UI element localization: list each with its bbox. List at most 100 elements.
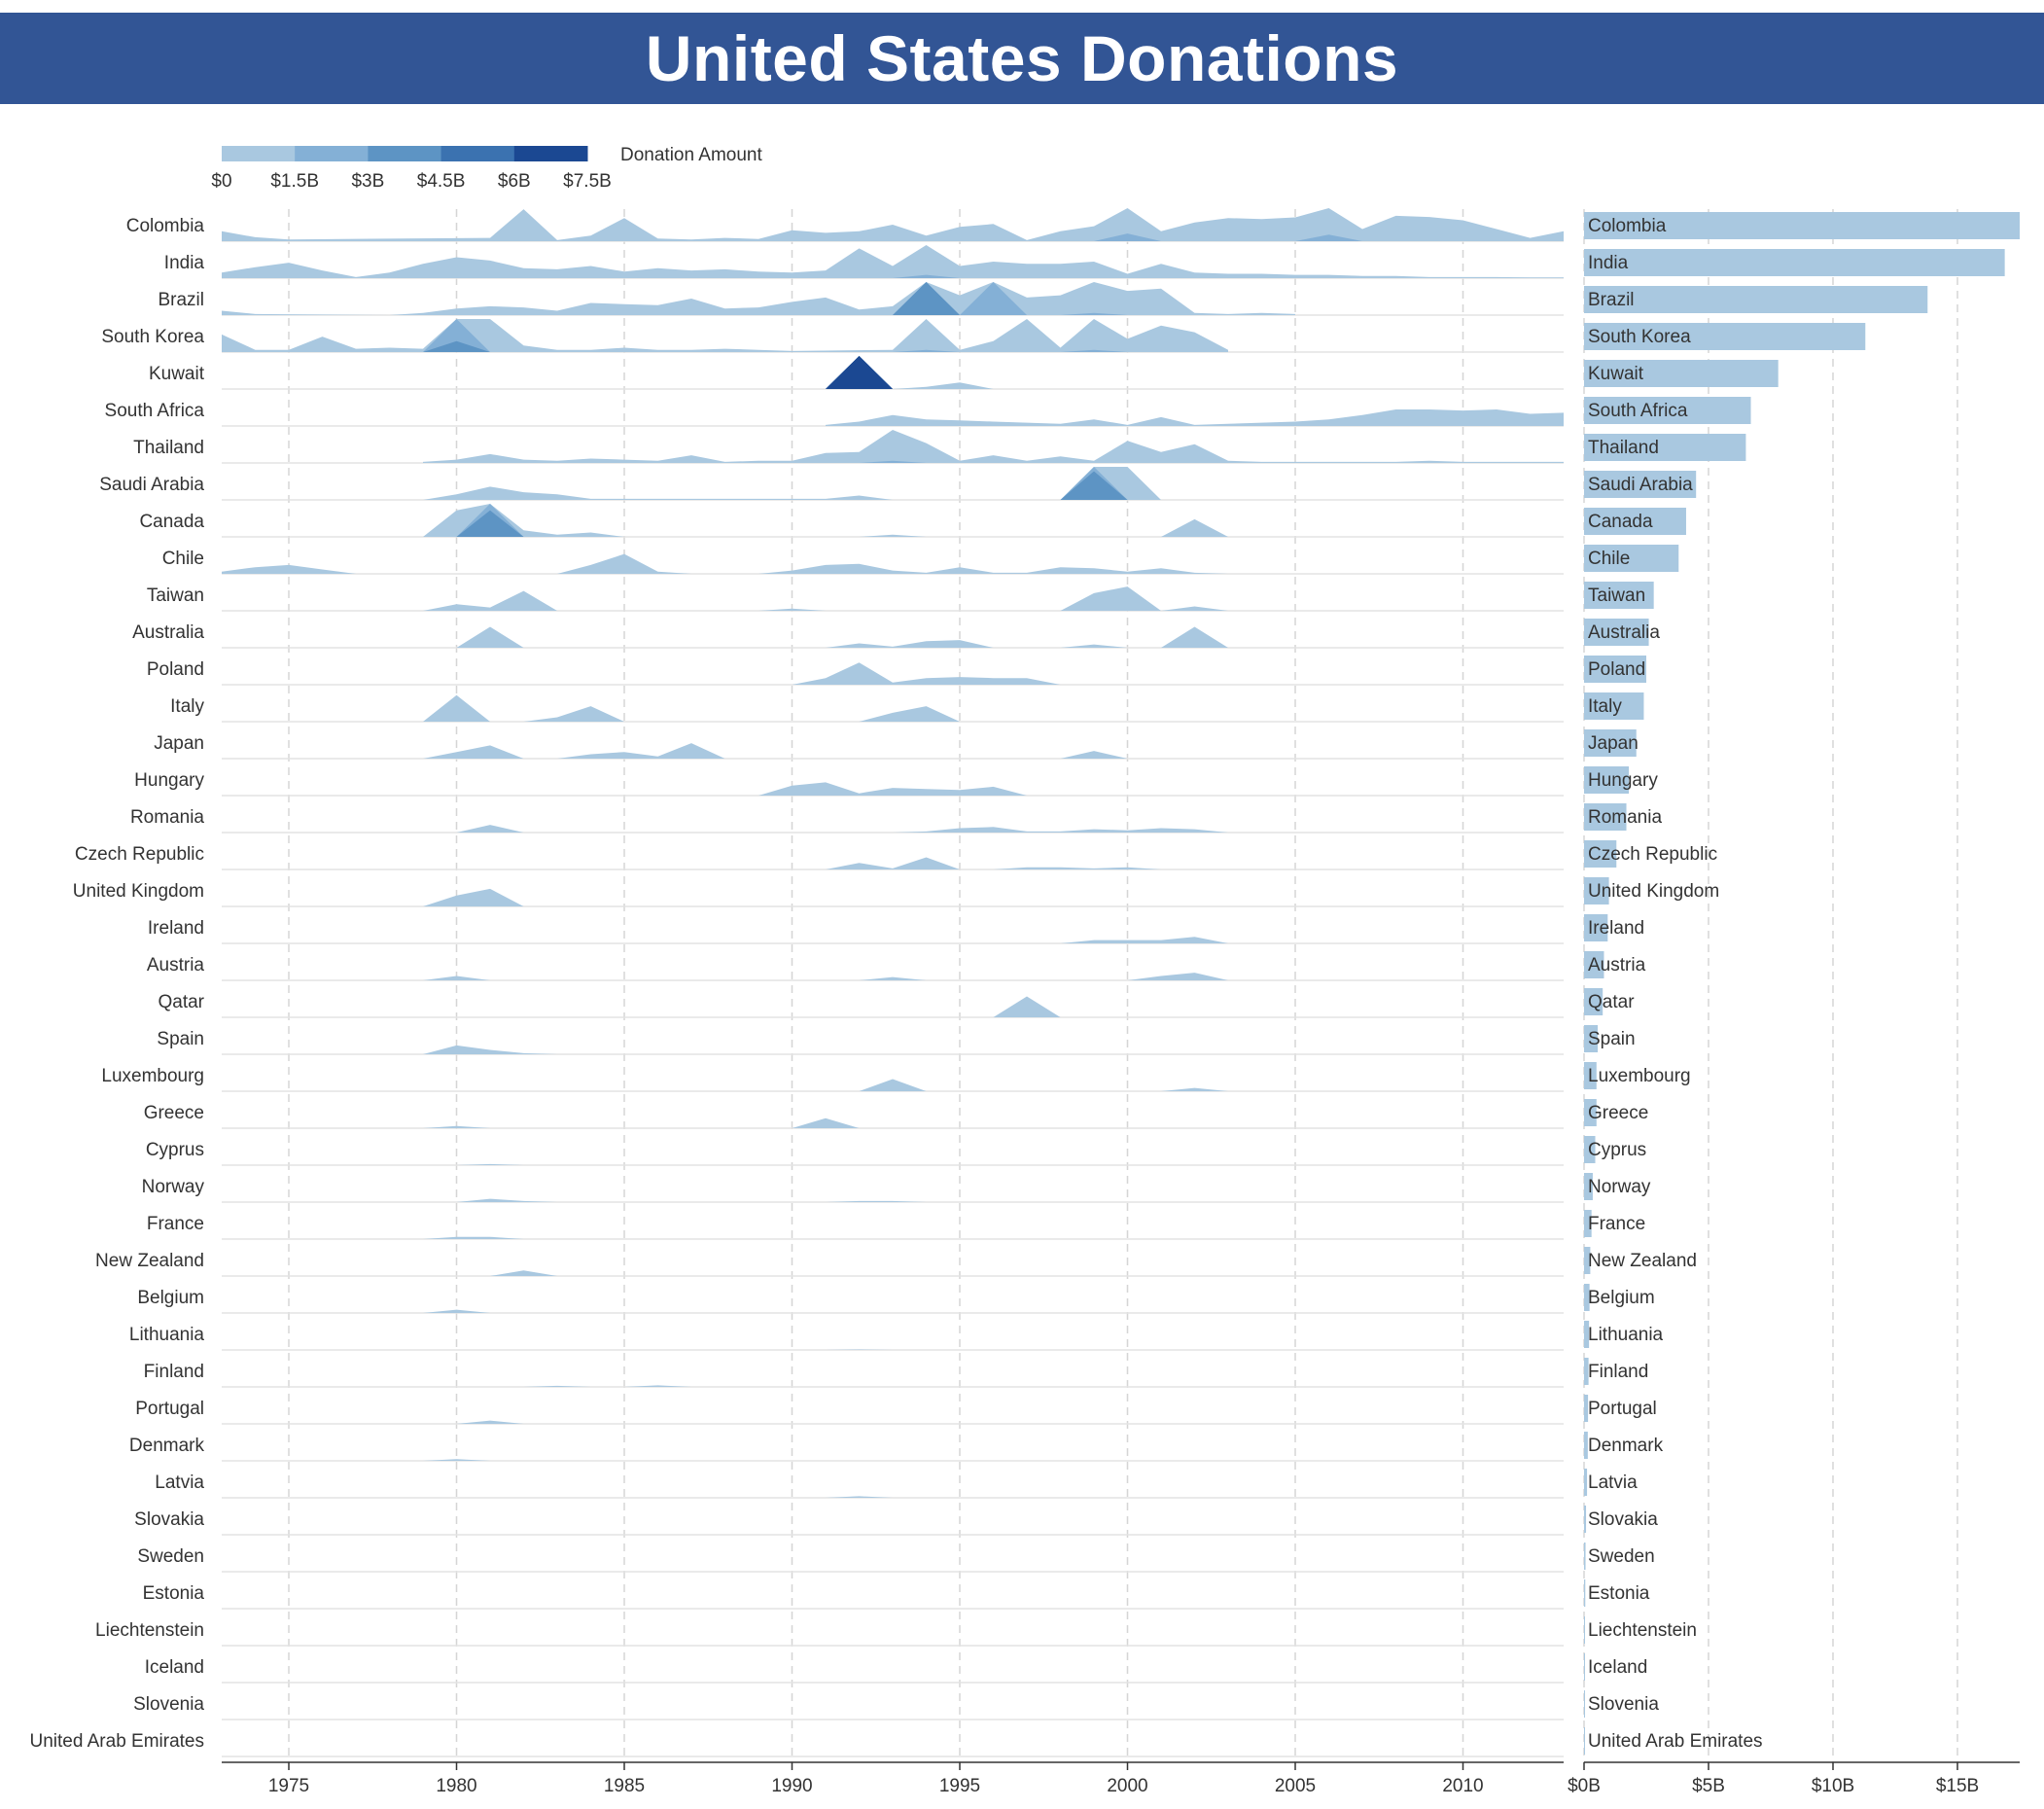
area-band	[423, 743, 1128, 759]
area-row	[456, 662, 1061, 685]
row-label: Austria	[147, 955, 205, 975]
total-bar	[1584, 1321, 1590, 1348]
row-label: Liechtenstein	[95, 1620, 204, 1641]
total-bar	[1584, 1543, 1586, 1570]
total-bar	[1584, 286, 1928, 313]
area-row	[456, 1163, 524, 1165]
area-row	[423, 586, 1228, 611]
area-row	[222, 553, 1228, 574]
area-row	[423, 694, 960, 722]
legend-tick-label: $7.5B	[563, 171, 612, 192]
area-row	[456, 825, 1228, 833]
total-bar	[1584, 1284, 1590, 1311]
area-row	[456, 1420, 524, 1424]
total-bar	[1584, 434, 1746, 461]
total-bar	[1584, 508, 1686, 535]
area-band	[859, 1079, 1228, 1091]
row-label: Slovakia	[134, 1509, 204, 1530]
total-bar	[1584, 1247, 1591, 1274]
total-bar	[1584, 212, 2020, 239]
total-bar	[1584, 951, 1604, 978]
row-label: Luxembourg	[101, 1066, 204, 1086]
row-label: Brazil	[158, 290, 204, 310]
bar-label: Luxembourg	[1588, 1066, 1691, 1086]
chart-title: United States Donations	[645, 22, 1399, 94]
area-row	[222, 208, 1564, 241]
bar-label: Portugal	[1588, 1399, 1657, 1419]
bar-label: Poland	[1588, 659, 1645, 680]
row-label: Chile	[162, 549, 204, 569]
row-label: Colombia	[126, 216, 205, 236]
area-band	[222, 319, 1228, 352]
x-tick-label: 2000	[1107, 1776, 1147, 1796]
area-row	[423, 1459, 490, 1461]
area-row	[456, 626, 1228, 648]
row-label: Latvia	[155, 1472, 204, 1493]
area-band	[456, 825, 1228, 833]
bar-label: Latvia	[1588, 1472, 1638, 1493]
legend-tick-label: $6B	[498, 171, 531, 192]
total-bar	[1584, 1653, 1585, 1681]
legend-tick-label: $3B	[351, 171, 384, 192]
row-label: South Korea	[101, 327, 204, 347]
legend-title: Donation Amount	[620, 145, 762, 165]
row-label: Lithuania	[129, 1325, 205, 1345]
row-label: Greece	[144, 1103, 204, 1123]
legend: Donation Amount $0 $1.5B $3B $4.5B $6B $7.5B	[211, 145, 762, 192]
area-band	[222, 245, 1564, 278]
area-row	[423, 504, 1228, 537]
area-band	[456, 1163, 524, 1165]
row-label: United Arab Emirates	[29, 1731, 204, 1752]
legend-swatch	[222, 146, 296, 161]
total-bar	[1584, 1690, 1585, 1718]
row-label: France	[147, 1214, 204, 1234]
legend-swatch	[368, 146, 442, 161]
bar-tick-label: $15B	[1936, 1776, 1979, 1796]
bar-label: Estonia	[1588, 1583, 1650, 1604]
row-label: United Kingdom	[73, 881, 204, 902]
bar-label: France	[1588, 1214, 1645, 1234]
total-bar	[1584, 1579, 1586, 1607]
bar-label: South Korea	[1588, 327, 1691, 347]
area-row	[826, 857, 1161, 869]
total-bar	[1584, 1358, 1589, 1385]
bar-label: Spain	[1588, 1029, 1636, 1049]
bar-label: United Kingdom	[1588, 881, 1719, 902]
area-band	[993, 996, 1061, 1017]
area-row	[758, 782, 1027, 796]
area-band	[826, 356, 994, 389]
total-bar	[1584, 766, 1630, 794]
total-bar	[1584, 1432, 1588, 1459]
total-bar	[1584, 1469, 1588, 1496]
bar-label: Liechtenstein	[1588, 1620, 1697, 1641]
row-lines	[222, 240, 1564, 1757]
area-row	[423, 743, 1128, 759]
x-tick-label: 1975	[268, 1776, 309, 1796]
legend-swatch	[513, 146, 588, 161]
bar-label: United Arab Emirates	[1588, 1731, 1763, 1752]
total-bar	[1584, 619, 1649, 646]
legend-swatch	[295, 146, 369, 161]
area-band	[826, 1496, 893, 1498]
total-bar	[1584, 729, 1637, 757]
row-label: Hungary	[134, 770, 204, 791]
area-band	[423, 471, 1161, 500]
area-band	[423, 888, 524, 906]
row-label: Poland	[147, 659, 204, 680]
row-label: Cyprus	[146, 1140, 204, 1160]
bar-label: Czech Republic	[1588, 844, 1717, 865]
row-label: Finland	[144, 1362, 204, 1382]
bar-axis: $0B $5B $10B $15B	[1568, 1761, 2020, 1796]
bar-tick-label: $5B	[1692, 1776, 1725, 1796]
title-banner: United States Donations	[0, 13, 2044, 104]
legend-tick-label: $1.5B	[270, 171, 319, 192]
row-label: Canada	[139, 512, 204, 532]
area-band	[456, 626, 1228, 648]
area-row	[423, 888, 524, 906]
area-row	[423, 467, 1161, 500]
total-bar	[1584, 988, 1603, 1015]
row-label: Portugal	[135, 1399, 204, 1419]
area-band	[456, 1198, 927, 1202]
area-band	[523, 1385, 691, 1387]
bar-label: Finland	[1588, 1362, 1648, 1382]
